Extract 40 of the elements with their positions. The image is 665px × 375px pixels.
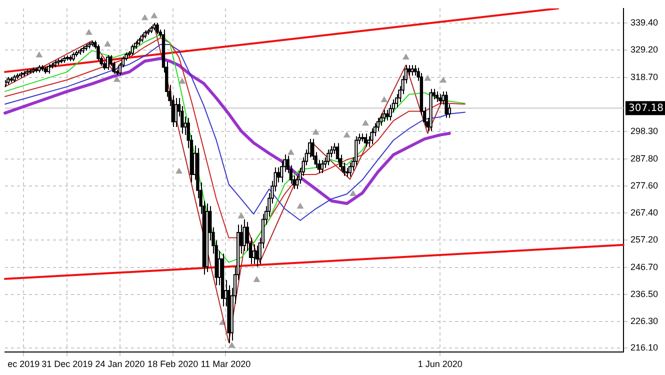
point	[381, 96, 388, 102]
x-tick-label: 31 Dec 2019	[42, 359, 93, 370]
point	[350, 190, 356, 196]
point	[297, 203, 304, 209]
point	[228, 342, 235, 348]
y-tick-label: 236.50	[630, 288, 658, 299]
point	[179, 78, 186, 84]
point	[424, 75, 431, 81]
y-tick-label: 329.20	[630, 44, 658, 55]
point	[440, 77, 446, 83]
point	[142, 14, 148, 20]
point	[114, 76, 120, 82]
y-tick-label: 287.80	[630, 154, 658, 164]
point	[288, 149, 294, 155]
point	[151, 12, 158, 18]
point	[176, 168, 182, 174]
point	[312, 129, 319, 135]
y-tick-label: 226.30	[630, 316, 658, 326]
y-tick-label: 298.30	[630, 126, 658, 136]
y-tick-label: 318.70	[630, 72, 658, 82]
ref-line-label: 307.18	[628, 103, 664, 114]
point	[254, 276, 260, 282]
point	[104, 41, 111, 47]
x-tick-label: ec 2019	[8, 359, 40, 370]
x-tick-label: 1 Jun 2020	[418, 359, 462, 370]
y-tick-label: 339.40	[630, 18, 658, 28]
x-tick-label: 24 Jan 2020	[95, 359, 145, 370]
y-tick-label: 216.10	[630, 342, 658, 353]
y-tick-label: 246.70	[630, 262, 658, 272]
y-tick-label: 277.60	[630, 180, 658, 191]
point	[344, 132, 350, 138]
y-tick-label: 257.20	[630, 234, 658, 244]
point	[86, 29, 92, 35]
y-tick-label: 267.40	[630, 207, 658, 218]
point	[402, 54, 410, 60]
x-tick-label: 11 Mar 2020	[200, 359, 251, 370]
point	[36, 52, 42, 58]
x-tick-label: 18 Feb 2020	[148, 359, 198, 370]
point	[362, 120, 369, 126]
point	[238, 212, 244, 218]
